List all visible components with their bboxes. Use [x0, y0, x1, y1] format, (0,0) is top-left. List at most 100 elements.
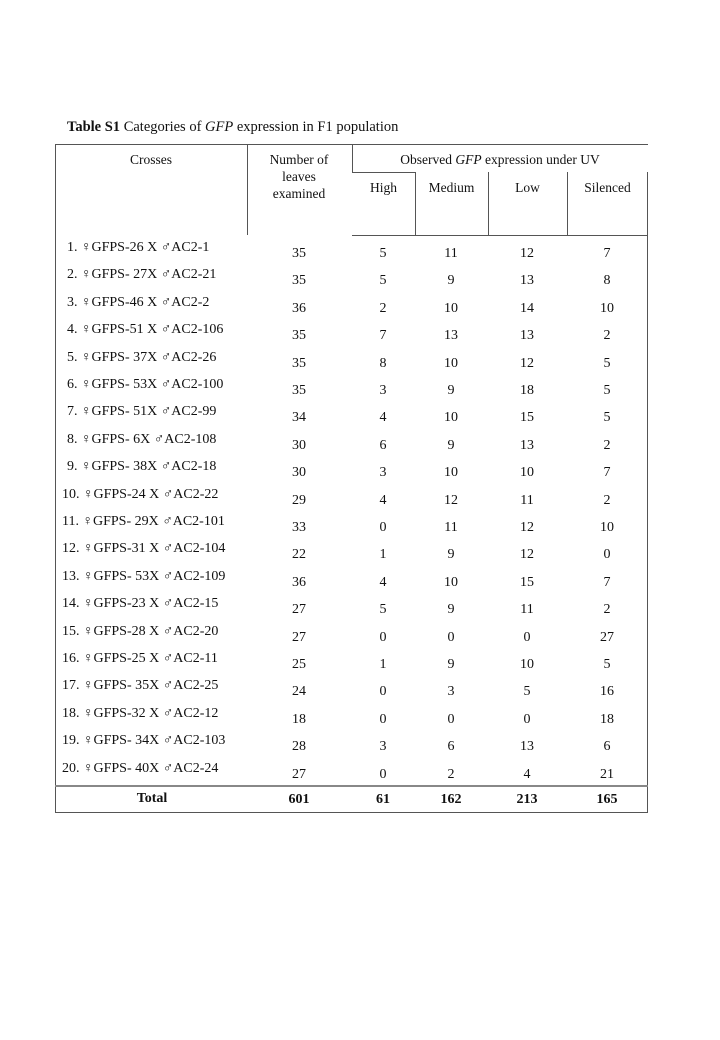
cell-low: 13: [520, 739, 534, 755]
cell-medium: 13: [444, 328, 458, 344]
cell-medium: 0: [447, 629, 455, 645]
cell-n: 35: [292, 273, 306, 289]
cell-silenced: 2: [603, 492, 611, 508]
cell-n: 33: [292, 520, 306, 535]
cell-medium: 9: [447, 547, 455, 563]
total-high: 61: [376, 792, 390, 807]
cell-medium: 10: [444, 300, 458, 316]
cell-silenced: 2: [603, 602, 611, 618]
cell-low: 15: [520, 410, 534, 426]
cross-name: 17. ♀GFPS- 35X ♂AC2-25: [62, 678, 219, 694]
cell-medium: 11: [444, 520, 458, 535]
cell-silenced: 18: [600, 711, 614, 727]
cell-medium: 6: [447, 739, 455, 755]
cross-name: 5. ♀GFPS- 37X ♂AC2-26: [67, 349, 217, 365]
cell-high: 4: [379, 410, 387, 426]
cross-name: 19. ♀GFPS- 34X ♂AC2-103: [62, 733, 226, 749]
cell-low: 13: [520, 328, 534, 344]
cross-name: 13. ♀GFPS- 53X ♂AC2-109: [62, 568, 226, 584]
cell-low: 14: [520, 300, 534, 316]
cell-n: 35: [292, 355, 306, 371]
cell-low: 12: [520, 355, 534, 371]
cell-n: 35: [292, 246, 306, 261]
header-high: High: [370, 180, 397, 195]
cell-low: 11: [520, 492, 534, 508]
cell-n: 27: [292, 766, 306, 782]
cell-high: 4: [379, 574, 387, 590]
cell-n: 34: [292, 410, 306, 426]
cell-high: 0: [379, 520, 387, 535]
cell-low: 0: [523, 711, 531, 727]
cell-medium: 12: [444, 492, 458, 508]
cell-low: 12: [520, 547, 534, 563]
header-observed-gene: GFP: [455, 152, 482, 167]
cross-name: 8. ♀GFPS- 6X ♂AC2-108: [67, 431, 217, 447]
cell-n: 27: [292, 629, 306, 645]
cell-high: 1: [379, 657, 387, 672]
cell-silenced: 8: [603, 273, 611, 289]
cell-high: 5: [379, 273, 387, 289]
cell-high: 1: [379, 547, 387, 563]
table-caption: Table S1 Categories of GFP expression in…: [67, 119, 398, 136]
cell-medium: 10: [444, 410, 458, 426]
cell-n: 28: [292, 739, 306, 755]
cross-name: 15. ♀GFPS-28 X ♂AC2-20: [62, 623, 219, 639]
caption-text: Categories of: [120, 119, 206, 135]
cell-n: 18: [292, 711, 306, 727]
cell-silenced: 5: [603, 383, 611, 398]
cell-silenced: 5: [603, 657, 611, 672]
cell-high: 3: [379, 465, 387, 481]
cross-name: 16. ♀GFPS-25 X ♂AC2-11: [62, 651, 218, 666]
cell-silenced: 21: [600, 766, 614, 782]
cross-name: 3. ♀GFPS-46 X ♂AC2-2: [67, 294, 210, 310]
cell-silenced: 27: [600, 629, 614, 645]
cell-high: 7: [379, 328, 387, 344]
total-silenced: 165: [596, 792, 618, 807]
cell-silenced: 16: [600, 684, 614, 700]
caption-gene: GFP: [205, 119, 234, 135]
cell-medium: 10: [444, 465, 458, 481]
header-medium: Medium: [428, 180, 475, 195]
cell-low: 10: [520, 465, 534, 481]
cell-silenced: 0: [603, 547, 611, 563]
cell-low: 0: [523, 629, 531, 645]
cell-low: 5: [523, 684, 531, 700]
cell-high: 4: [379, 492, 387, 508]
cell-high: 5: [379, 246, 387, 261]
cross-name: 11. ♀GFPS- 29X ♂AC2-101: [62, 514, 225, 529]
cross-name: 18. ♀GFPS-32 X ♂AC2-12: [62, 705, 219, 721]
cell-silenced: 5: [603, 410, 611, 426]
cell-medium: 10: [444, 574, 458, 590]
cross-name: 4. ♀GFPS-51 X ♂AC2-106: [67, 322, 224, 338]
cross-name: 9. ♀GFPS- 38X ♂AC2-18: [67, 459, 217, 475]
cell-n: 35: [292, 383, 306, 398]
cell-medium: 3: [447, 684, 455, 700]
cell-low: 10: [520, 657, 534, 672]
total-n: 601: [288, 792, 310, 807]
header-crosses: Crosses: [129, 152, 172, 167]
cell-high: 0: [379, 711, 387, 727]
header-silenced: Silenced: [584, 180, 631, 195]
cell-silenced: 7: [603, 246, 611, 261]
cross-name: 1. ♀GFPS-26 X ♂AC2-1: [67, 240, 210, 255]
total-low: 213: [516, 792, 538, 807]
cell-high: 6: [379, 437, 387, 453]
cell-low: 13: [520, 273, 534, 289]
cell-n: 36: [292, 300, 306, 316]
cell-n: 22: [292, 547, 306, 563]
cell-high: 0: [379, 684, 387, 700]
caption-text-end: expression in F1 population: [233, 119, 399, 135]
cell-low: 13: [520, 437, 534, 453]
cell-silenced: 7: [603, 574, 611, 590]
total-medium: 162: [440, 792, 462, 807]
cell-medium: 9: [447, 602, 455, 618]
cell-low: 4: [523, 766, 531, 782]
cross-name: 12. ♀GFPS-31 X ♂AC2-104: [62, 541, 226, 557]
cross-name: 6. ♀GFPS- 53X ♂AC2-100: [67, 377, 224, 392]
cell-silenced: 2: [603, 328, 611, 344]
cell-silenced: 6: [603, 739, 611, 755]
cell-high: 0: [379, 766, 387, 782]
cell-medium: 9: [447, 273, 455, 289]
cell-n: 30: [292, 465, 306, 481]
cell-high: 5: [379, 602, 387, 618]
